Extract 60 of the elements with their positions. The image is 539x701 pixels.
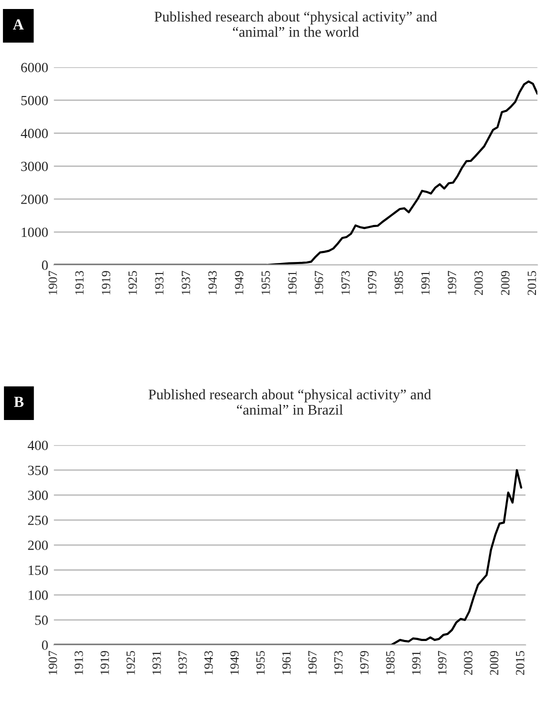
x-tick-label: 1925 (128, 271, 137, 294)
y-tick-label: 6000 (21, 62, 48, 72)
x-tick-label: 1997 (448, 270, 456, 294)
y-tick-label: 1000 (22, 228, 48, 237)
x-tick-label: 1949 (234, 271, 244, 294)
x-tick-label: 1913 (74, 650, 83, 674)
y-tick-label: 0 (42, 640, 48, 650)
x-tick-label: 1961 (282, 651, 291, 674)
y-tick-label: 100 (28, 590, 48, 600)
x-tick-label: 1919 (102, 271, 110, 294)
x-tick-label: 1919 (100, 650, 109, 674)
x-tick-label: 1979 (368, 271, 376, 294)
y-tick-label: 150 (28, 566, 48, 575)
y-tick-label: 4000 (20, 128, 48, 138)
x-tick-label: 1943 (208, 271, 217, 294)
y-tick-label: 0 (42, 260, 48, 270)
y-tick-label: 5000 (21, 96, 48, 106)
y-tick-label: 2000 (21, 194, 48, 204)
x-tick-label: 1913 (75, 271, 84, 294)
line-series (54, 469, 522, 645)
x-tick-label: 1955 (256, 650, 265, 674)
x-tick-label: 1943 (204, 650, 213, 674)
x-tick-label: 2003 (474, 271, 483, 295)
x-tick-label: 1937 (178, 650, 187, 674)
x-tick-label: 2009 (490, 650, 498, 675)
x-tick-label: 1979 (360, 650, 369, 674)
text: A (12, 19, 24, 30)
x-tick-label: 1931 (155, 271, 164, 294)
x-tick-label: 1931 (152, 651, 161, 674)
chart-title: Published research about “physical activity” and “animal” in Brazil (148, 389, 432, 415)
x-tick-label: 1967 (308, 650, 317, 674)
x-tick-label: 1949 (230, 650, 239, 674)
y-tick-label: 3000 (21, 162, 48, 172)
x-tick-label: 1973 (334, 650, 343, 674)
y-tick-label: 350 (28, 466, 48, 476)
text: B (14, 396, 24, 407)
x-tick-label: 1985 (386, 650, 395, 674)
x-tick-label: 2009 (501, 271, 510, 295)
x-tick-label: 1925 (126, 650, 135, 674)
line-series (54, 80, 538, 265)
x-tick-label: 2015 (516, 650, 524, 675)
x-tick-label: 1955 (262, 271, 270, 294)
x-tick-label: 1967 (314, 270, 324, 294)
x-tick-label: 1985 (394, 271, 404, 294)
x-tick-label: 1937 (182, 270, 190, 294)
x-tick-label: 1907 (48, 270, 58, 294)
x-tick-label: 2003 (464, 650, 472, 675)
y-tick-label: 200 (28, 540, 48, 550)
x-tick-label: 1973 (341, 271, 350, 294)
y-tick-label: 300 (28, 490, 48, 500)
chart-title: Published research about “physical activity” and “animal” in the world (154, 11, 437, 37)
x-tick-label: 1991 (421, 271, 430, 294)
y-tick-label: 50 (35, 616, 48, 625)
x-tick-label: 1961 (288, 271, 297, 294)
x-tick-label: 1991 (412, 651, 420, 674)
x-tick-label: 1907 (48, 650, 58, 674)
x-tick-label: 1997 (438, 650, 446, 674)
x-tick-label: 2015 (528, 271, 536, 295)
y-tick-label: 250 (28, 516, 48, 526)
y-tick-label: 400 (28, 440, 48, 450)
